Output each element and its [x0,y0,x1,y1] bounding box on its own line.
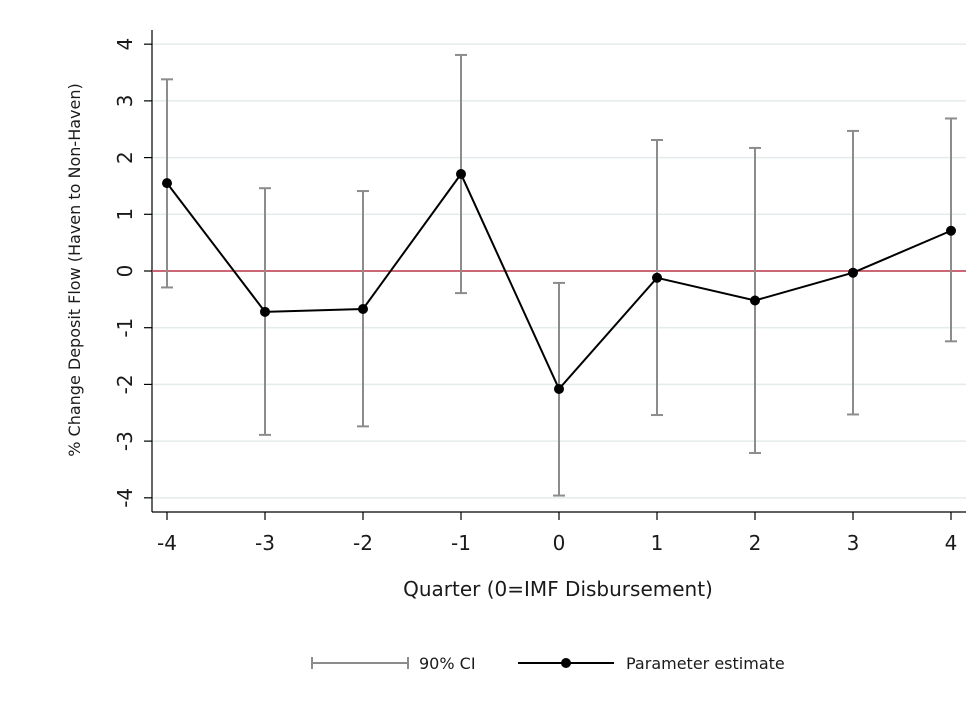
legend-estimate-label: Parameter estimate [626,654,785,673]
x-tick-label-7: 3 [847,531,860,555]
x-tick-label-3: -1 [451,531,471,555]
tick-labels: -4 -3 -2 -1 0 1 2 3 4 -4 -3 -2 -1 0 1 2 3 4 [113,38,957,555]
y-tick-label-1: -3 [113,431,137,451]
x-tick-label-1: -3 [255,531,275,555]
y-tick-label-8: 4 [113,38,137,51]
estimate-point-4 [554,383,564,394]
y-tick-label-7: 3 [113,95,137,108]
y-tick-label-5: 1 [113,208,137,221]
y-tick-label-3: -1 [113,318,137,338]
y-axis-title: % Change Deposit Flow (Haven to Non-Have… [65,83,84,456]
y-tick-label-0: -4 [113,488,137,508]
x-tick-label-6: 2 [749,531,762,555]
y-tick-label-2: -2 [113,374,137,394]
legend: 90% CI Parameter estimate [311,654,785,673]
x-tick-label-2: -2 [353,531,373,555]
estimate-point-2 [358,303,368,314]
axes [144,30,966,520]
estimate-point-7 [848,267,858,278]
x-axis-title: Quarter (0=IMF Disbursement) [403,577,713,601]
estimate-point-6 [750,295,760,306]
x-tick-label-8: 4 [945,531,958,555]
estimate-point-5 [652,272,662,283]
legend-ci-label: 90% CI [419,654,476,673]
x-tick-label-0: -4 [157,531,177,555]
estimate-point-0 [162,178,172,189]
confidence-intervals [161,53,957,497]
y-tick-label-6: 2 [113,151,137,164]
x-tick-label-5: 1 [651,531,664,555]
estimate-point-1 [260,306,270,317]
estimate-point-8 [946,225,956,236]
y-tick-label-4: 0 [113,265,137,278]
estimate-points [162,169,956,394]
x-tick-label-4: 0 [553,531,566,555]
legend-estimate-symbol [518,658,614,668]
legend-ci-symbol [311,657,409,669]
estimate-point-3 [456,169,466,180]
